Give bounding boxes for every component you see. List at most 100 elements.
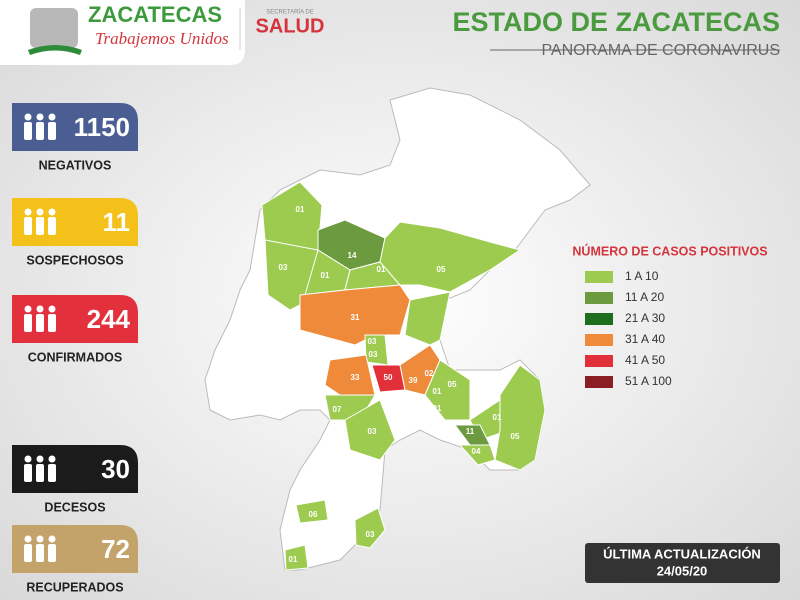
person-icon bbox=[24, 217, 32, 235]
municipality-label: 31 bbox=[351, 313, 360, 322]
municipality-label: 01 bbox=[296, 205, 305, 214]
logo-text: ZACATECAS bbox=[88, 2, 222, 27]
municipality-label: 01 bbox=[433, 387, 442, 396]
person-icon bbox=[36, 535, 44, 543]
municipality-label: 05 bbox=[511, 432, 520, 441]
municipality bbox=[404, 291, 451, 346]
person-icon bbox=[48, 535, 56, 543]
legend-title: NÚMERO DE CASOS POSITIVOS bbox=[572, 243, 767, 258]
municipality-label: 01 bbox=[377, 265, 386, 274]
person-icon bbox=[48, 455, 56, 463]
stat-label: CONFIRMADOS bbox=[28, 350, 122, 364]
legend-swatch bbox=[585, 271, 613, 283]
person-icon bbox=[24, 314, 32, 332]
municipality bbox=[458, 444, 496, 466]
stat-value: 244 bbox=[87, 304, 131, 334]
legend-swatch bbox=[585, 376, 613, 388]
municipality-label: 07 bbox=[333, 405, 342, 414]
person-icon bbox=[48, 305, 56, 313]
municipality-label: 05 bbox=[448, 380, 457, 389]
municipality-label: 33 bbox=[351, 373, 360, 382]
municipality bbox=[494, 364, 546, 471]
stat-label: RECUPERADOS bbox=[26, 580, 123, 594]
slogan: Trabajemos Unidos bbox=[95, 29, 229, 48]
municipality-label: 50 bbox=[384, 373, 393, 382]
municipality-label: 11 bbox=[466, 427, 475, 436]
person-icon bbox=[48, 122, 56, 140]
person-icon bbox=[36, 122, 44, 140]
municipality-label: 01 bbox=[321, 271, 330, 280]
legend-label: 41 A 50 bbox=[625, 353, 665, 367]
person-icon bbox=[48, 208, 56, 216]
person-icon bbox=[36, 217, 44, 235]
flag-ribbon bbox=[28, 45, 82, 55]
legend-swatch bbox=[585, 355, 613, 367]
person-icon bbox=[36, 464, 44, 482]
municipality-label: 03 bbox=[368, 337, 377, 346]
municipality-label: 03 bbox=[279, 263, 288, 272]
person-icon bbox=[36, 305, 44, 313]
municipality-label: 03 bbox=[369, 350, 378, 359]
municipality-label: 14 bbox=[348, 251, 357, 260]
municipality bbox=[424, 359, 471, 421]
stat-value: 11 bbox=[103, 207, 131, 237]
stat-value: 1150 bbox=[74, 112, 130, 142]
municipality bbox=[299, 284, 411, 346]
person-icon bbox=[24, 464, 32, 482]
secretaria: SECRETARÍA DE bbox=[266, 9, 314, 16]
update-label: ÚLTIMA ACTUALIZACIÓN bbox=[603, 546, 761, 561]
person-icon bbox=[24, 305, 32, 313]
person-icon bbox=[24, 544, 32, 562]
stat-label: SOSPECHOSOS bbox=[26, 253, 123, 267]
stat-value: 30 bbox=[101, 454, 130, 484]
person-icon bbox=[24, 455, 32, 463]
map-labels: 01 03 14 01 01 05 31 03 03 33 50 39 02 05 01 01 07 03 01 11… bbox=[279, 205, 520, 564]
stat-label: NEGATIVOS bbox=[39, 158, 112, 172]
municipality bbox=[284, 544, 309, 571]
municipality-label: 02 bbox=[425, 369, 434, 378]
person-icon bbox=[36, 544, 44, 562]
update-date: 24/05/20 bbox=[657, 563, 708, 578]
municipality-label: 05 bbox=[437, 265, 446, 274]
municipality-label: 01 bbox=[493, 413, 502, 422]
legend-swatch bbox=[585, 292, 613, 304]
municipality-label: 39 bbox=[409, 376, 418, 385]
map: 01 03 14 01 01 05 31 03 03 33 50 39 02 05 01 01 07 03 01 11… bbox=[204, 87, 591, 571]
person-icon bbox=[36, 455, 44, 463]
legend-label: 1 A 10 bbox=[625, 269, 659, 283]
municipality-label: 04 bbox=[472, 447, 481, 456]
salud: SALUD bbox=[256, 15, 325, 37]
person-icon bbox=[36, 208, 44, 216]
person-icon bbox=[24, 535, 32, 543]
municipality bbox=[354, 507, 386, 549]
person-icon bbox=[36, 314, 44, 332]
stats: 1150 NEGATIVOS 11 SOSPECHOSOS 244 CONFIRMADOS… bbox=[12, 103, 138, 594]
person-icon bbox=[24, 122, 32, 140]
title: ESTADO DE ZACATECAS bbox=[452, 7, 780, 37]
municipality bbox=[344, 399, 396, 461]
legend-label: 11 A 20 bbox=[625, 290, 664, 304]
municipality-label: 01 bbox=[433, 404, 442, 413]
municipality bbox=[295, 499, 329, 524]
legend-label: 21 A 30 bbox=[625, 311, 665, 325]
legend-swatch bbox=[585, 334, 613, 346]
person-icon bbox=[24, 208, 32, 216]
person-icon bbox=[48, 464, 56, 482]
subtitle: PANORAMA DE CORONAVIRUS bbox=[541, 42, 780, 59]
person-icon bbox=[48, 544, 56, 562]
person-icon bbox=[48, 314, 56, 332]
person-icon bbox=[24, 113, 32, 121]
person-icon bbox=[36, 113, 44, 121]
legend-label: 51 A 100 bbox=[625, 374, 672, 388]
municipality-label: 03 bbox=[368, 427, 377, 436]
person-icon bbox=[48, 113, 56, 121]
legend-label: 31 A 40 bbox=[625, 332, 665, 346]
stat-label: DECESOS bbox=[44, 500, 105, 514]
stat-value: 72 bbox=[101, 534, 130, 564]
update-box bbox=[585, 543, 780, 583]
municipality-label: 06 bbox=[309, 510, 318, 519]
coat-of-arms bbox=[30, 8, 78, 48]
municipality bbox=[379, 221, 522, 293]
legend-swatch bbox=[585, 313, 613, 325]
